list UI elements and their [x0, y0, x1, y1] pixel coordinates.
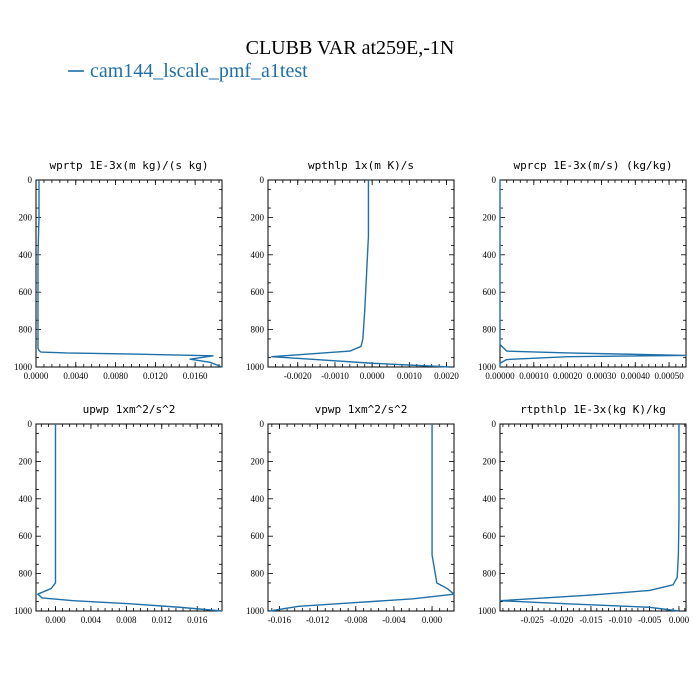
y-tick-label: 0 — [492, 419, 497, 429]
panel-5: vpwp 1xm^2/s^2 0 200 400 600 800 1000-0.016 -0.… — [246, 403, 455, 625]
series-line — [499, 180, 687, 367]
y-tick-label: 1000 — [246, 606, 265, 616]
x-tick-label: 0.000 — [422, 615, 443, 625]
y-tick-label: 600 — [19, 531, 33, 541]
panel-title: upwp 1xm^2/s^2 — [83, 403, 176, 416]
panel-6: rtpthlp 1E-3x(kg K)/kg 0 200 400 600 800 1000 -… — [478, 403, 690, 625]
x-tick-label: 0.008 — [116, 615, 137, 625]
x-tick-label: -0.004 — [382, 615, 406, 625]
y-tick-label: 1000 — [14, 606, 33, 616]
y-tick-label: 200 — [19, 212, 33, 222]
plot-frame — [267, 423, 455, 612]
x-tick-label: -0.020 — [550, 615, 574, 625]
y-tick-label: 400 — [483, 494, 497, 504]
panels: wprtp 1E-3x(m kg)/(s kg) 0 200 400 600 800 100… — [14, 159, 690, 625]
series-line — [499, 424, 680, 612]
x-tick-label: 0.00040 — [621, 371, 651, 381]
x-tick-label: 0.000 — [45, 615, 66, 625]
y-tick-label: 600 — [483, 531, 497, 541]
x-tick-label: -0.0020 — [284, 371, 312, 381]
y-tick-label: 200 — [19, 456, 33, 466]
x-tick-label: -0.008 — [344, 615, 368, 625]
y-tick-label: 400 — [19, 250, 33, 260]
x-tick-label: 0.0040 — [63, 371, 88, 381]
x-tick-label: 0.0000 — [360, 371, 385, 381]
y-tick-label: 800 — [483, 569, 497, 579]
x-tick-label: 0.0000 — [24, 371, 49, 381]
x-tick-label: 0.00030 — [587, 371, 617, 381]
y-tick-label: 1000 — [478, 362, 497, 372]
x-tick-label: -0.012 — [306, 615, 329, 625]
y-tick-label: 200 — [251, 456, 265, 466]
y-tick-label: 0 — [28, 419, 33, 429]
plot-frame — [35, 423, 223, 612]
x-tick-label: -0.025 — [521, 615, 545, 625]
plot-frame — [267, 179, 455, 368]
x-tick-label: 0.00020 — [553, 371, 583, 381]
y-tick-label: 0 — [492, 175, 497, 185]
legend: cam144_lscale_pmf_a1test — [68, 60, 308, 82]
x-tick-label: 0.0160 — [183, 371, 208, 381]
x-tick-label: 0.012 — [152, 615, 172, 625]
panel-2: wpthlp 1x(m K)/s 0 200 400 600 800 1000 -0.0020… — [246, 159, 459, 381]
series-line — [271, 180, 451, 368]
y-tick-label: 800 — [251, 569, 265, 579]
x-tick-label: 0.000 — [669, 615, 690, 625]
y-tick-label: 800 — [19, 325, 33, 335]
x-tick-label: 0.00050 — [654, 371, 684, 381]
x-tick-label: 0.0080 — [103, 371, 128, 381]
x-tick-label: 0.0010 — [397, 371, 422, 381]
y-tick-label: 1000 — [478, 606, 497, 616]
legend-label: cam144_lscale_pmf_a1test — [90, 60, 308, 82]
y-tick-label: 600 — [251, 287, 265, 297]
x-tick-label: -0.0010 — [321, 371, 349, 381]
y-tick-label: 800 — [483, 325, 497, 335]
y-tick-label: 400 — [251, 494, 265, 504]
panel-title: vpwp 1xm^2/s^2 — [315, 403, 408, 416]
y-tick-label: 600 — [483, 287, 497, 297]
plot-frame — [499, 179, 687, 368]
y-tick-label: 0 — [260, 175, 265, 185]
x-tick-label: 0.0120 — [143, 371, 168, 381]
y-tick-label: 800 — [19, 569, 33, 579]
y-tick-label: 400 — [19, 494, 33, 504]
plot-frame — [35, 179, 223, 368]
x-tick-label: 0.0020 — [434, 371, 459, 381]
y-tick-label: 200 — [483, 212, 497, 222]
panel-title: wprtp 1E-3x(m kg)/(s kg) — [50, 159, 209, 172]
series-line — [269, 424, 455, 612]
y-tick-label: 0 — [28, 175, 33, 185]
x-tick-label: -0.016 — [268, 615, 292, 625]
y-tick-label: 1000 — [246, 362, 265, 372]
y-tick-label: 400 — [251, 250, 265, 260]
x-tick-label: -0.005 — [638, 615, 662, 625]
panel-title: rtpthlp 1E-3x(kg K)/kg — [520, 403, 666, 416]
panel-title: wpthlp 1x(m K)/s — [308, 159, 414, 172]
series-line — [37, 424, 223, 612]
y-tick-label: 400 — [483, 250, 497, 260]
panel-1: wprtp 1E-3x(m kg)/(s kg) 0 200 400 600 800 100… — [14, 159, 223, 381]
figure-title: CLUBB VAR at259E,-1N — [246, 37, 455, 59]
y-tick-label: 200 — [483, 456, 497, 466]
x-tick-label: 0.004 — [81, 615, 102, 625]
x-tick-label: 0.00000 — [485, 371, 515, 381]
series-line — [37, 180, 223, 368]
y-tick-label: 600 — [251, 531, 265, 541]
y-tick-label: 800 — [251, 325, 265, 335]
y-tick-label: 1000 — [14, 362, 33, 372]
panel-title: wprcp 1E-3x(m/s) (kg/kg) — [514, 159, 673, 172]
y-tick-label: 0 — [260, 419, 265, 429]
x-tick-label: 0.016 — [187, 615, 208, 625]
plot-frame — [499, 423, 687, 612]
x-tick-label: -0.010 — [609, 615, 633, 625]
panel-3: wprcp 1E-3x(m/s) (kg/kg) 0 200 400 600 800 100… — [478, 159, 687, 381]
x-tick-label: -0.015 — [579, 615, 603, 625]
x-tick-label: 0.00010 — [519, 371, 549, 381]
panel-4: upwp 1xm^2/s^2 0 200 400 600 800 1000 0.000 0.00… — [14, 403, 223, 625]
y-tick-label: 200 — [251, 212, 265, 222]
y-tick-label: 600 — [19, 287, 33, 297]
